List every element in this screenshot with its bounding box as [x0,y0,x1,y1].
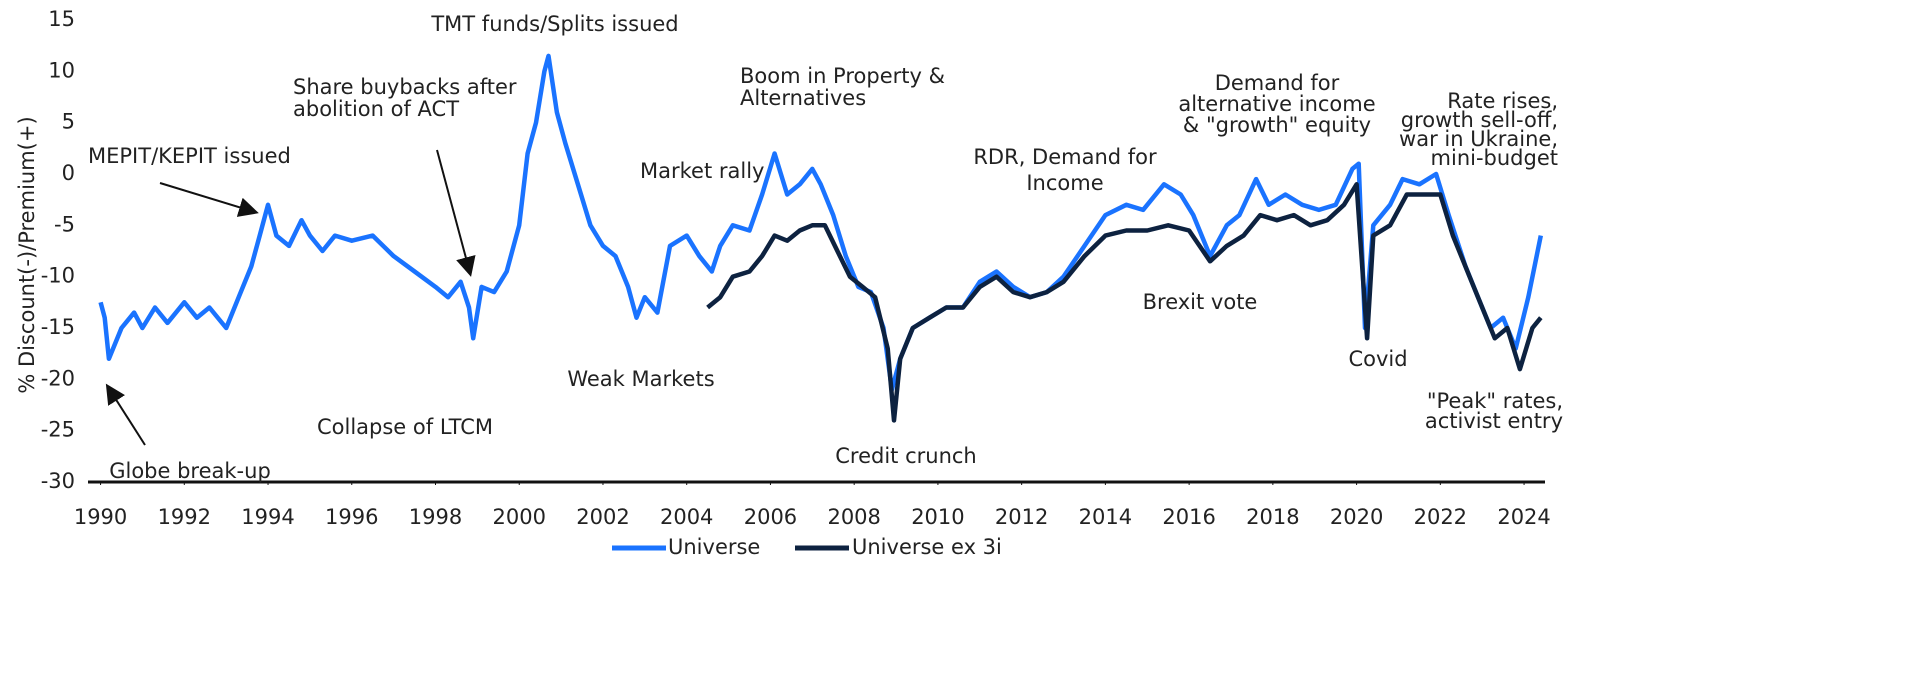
annotation: Alternatives [740,86,866,110]
x-tick-label: 2014 [1079,505,1132,529]
x-tick-label: 2002 [576,505,629,529]
annotation: "Peak" rates, [1427,389,1563,413]
annotation: war in Ukraine, [1399,127,1558,151]
arrow [436,149,476,277]
y-tick-label: -10 [41,264,75,288]
y-tick-label: -30 [41,469,75,493]
x-tick-label: 2004 [660,505,713,529]
annotation: Income [1026,171,1103,195]
annotation: abolition of ACT [293,97,459,121]
x-tick-label: 1998 [409,505,462,529]
annotation: mini-budget [1431,146,1558,170]
annotation: Globe break-up [109,459,271,483]
annotation: Credit crunch [835,444,976,468]
y-tick-label: -25 [41,418,75,442]
x-tick-label: 2024 [1497,505,1550,529]
annotation: Rate rises, [1447,89,1558,113]
x-tick-label: 2006 [744,505,797,529]
legend-label: Universe [668,535,760,559]
legend-label: Universe ex 3i [852,535,1002,559]
x-tick-label: 2020 [1330,505,1383,529]
annotation: growth sell-off, [1401,108,1558,132]
y-tick-label: -15 [41,315,75,339]
x-tick-label: 1994 [241,505,294,529]
annotation: & "growth" equity [1183,113,1371,137]
x-tick-label: 2022 [1414,505,1467,529]
x-tick-label: 1990 [74,505,127,529]
x-tick-label: 2016 [1162,505,1215,529]
x-tick-label: 2018 [1246,505,1299,529]
annotation: Covid [1348,347,1407,371]
y-tick-label: -5 [54,212,75,236]
y-tick-label: -20 [41,366,75,390]
y-tick-label: 0 [62,161,75,185]
x-tick-label: 2000 [493,505,546,529]
arrow [159,182,259,217]
annotation: MEPIT/KEPIT issued [88,144,291,168]
y-axis-label: % Discount(-)/Premium(+) [15,116,39,393]
y-tick-label: 5 [62,110,75,134]
annotation: Collapse of LTCM [317,415,493,439]
annotation: activist entry [1425,409,1563,433]
series-line [706,182,1543,423]
annotation: TMT funds/Splits issued [430,12,678,36]
annotation: Demand for [1215,71,1340,95]
x-tick-label: 1992 [158,505,211,529]
x-tick-label: 1996 [325,505,378,529]
y-tick-label: 15 [48,7,75,31]
annotation: Weak Markets [567,367,714,391]
arrow [105,383,146,446]
y-tick-label: 10 [48,58,75,82]
annotation: alternative income [1178,92,1375,116]
annotation: Boom in Property & [740,64,945,88]
series-line [98,53,1544,392]
annotation: Share buybacks after [293,75,517,99]
annotation: Market rally [640,159,764,183]
x-tick-label: 2012 [995,505,1048,529]
annotation: Brexit vote [1143,290,1258,314]
annotation: RDR, Demand for [973,145,1157,169]
x-tick-label: 2008 [827,505,880,529]
x-tick-label: 2010 [911,505,964,529]
